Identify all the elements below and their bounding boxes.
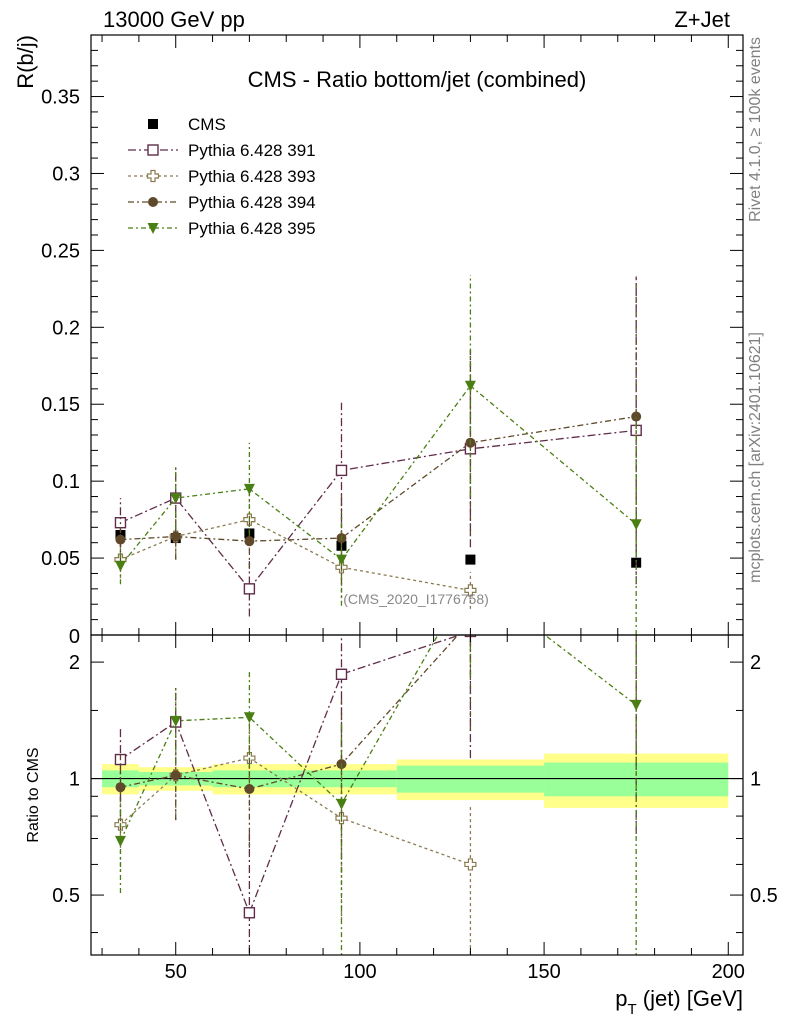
data-point — [244, 536, 255, 547]
series-cms — [115, 528, 642, 568]
ratio-series-pythia-6-428-395 — [114, 635, 642, 955]
ratio-axis-label: Ratio to CMS — [25, 747, 42, 842]
legend-label: Pythia 6.428 393 — [188, 167, 316, 186]
ratio-y-tick-label: 2 — [69, 652, 80, 674]
chart-title: CMS - Ratio bottom/jet (combined) — [248, 67, 587, 92]
data-point — [465, 554, 476, 565]
y-tick-label: 0.15 — [41, 394, 80, 416]
legend-label: Pythia 6.428 394 — [188, 193, 316, 212]
legend-marker — [147, 144, 159, 156]
legend-marker — [148, 119, 158, 129]
x-tick-label: 200 — [712, 961, 745, 983]
legend-marker — [146, 169, 160, 183]
series-pythia-6-428-395 — [114, 275, 642, 635]
legend: CMS Pythia 6.428 391 Pythia 6.428 393 Pythi… — [128, 115, 316, 238]
process-label: Z+Jet — [674, 7, 730, 32]
ratio-series-pythia-6-428-394 — [115, 616, 637, 873]
series-pythia-6-428-391 — [114, 276, 642, 617]
ratio-panel-frame — [90, 634, 744, 956]
data-point — [335, 554, 347, 566]
ratio-y-tick-label: 1 — [69, 769, 80, 791]
legend-marker — [147, 223, 159, 234]
y-tick-label: 0.25 — [41, 240, 80, 262]
ratio-point — [464, 858, 477, 871]
legend-entry-cms: CMS — [148, 115, 226, 134]
y-tick-label: 0.35 — [41, 87, 80, 109]
watermark-label: (CMS_2020_I1776758) — [343, 591, 489, 607]
data-point — [630, 519, 642, 531]
data-point — [114, 560, 126, 572]
legend-marker — [148, 197, 158, 207]
legend-entry-pythia-6-428-391: Pythia 6.428 391 — [128, 141, 316, 160]
data-point — [464, 584, 477, 597]
series-line — [119, 384, 637, 567]
data-point — [464, 380, 476, 392]
ratio-line — [120, 757, 471, 866]
data-point — [631, 411, 642, 422]
legend-entry-pythia-6-428-393: Pythia 6.428 393 — [128, 167, 316, 186]
ratio-y-tick-label-right: 0.5 — [750, 885, 778, 907]
y-tick-label: 0.3 — [52, 163, 80, 185]
y-zero-label: 0 — [69, 626, 80, 648]
y-tick-label: 0.1 — [52, 471, 80, 493]
legend-label: CMS — [188, 115, 226, 134]
ratio-line — [120, 635, 459, 790]
rivet-label: Rivet 4.1.0, ≥ 100k events — [747, 37, 764, 222]
ratio-y-tick-label-right: 1 — [750, 769, 761, 791]
x-tick-label: 100 — [343, 961, 376, 983]
ratio-point — [114, 835, 126, 847]
series-line — [120, 415, 637, 542]
ratio-point — [170, 715, 182, 727]
y-tick-label: 0.2 — [52, 317, 80, 339]
data-point — [115, 534, 126, 545]
y-axis-label: R(b/j) — [13, 35, 38, 89]
series-pythia-6-428-394 — [115, 278, 642, 585]
ratio-line — [119, 635, 637, 842]
legend-label: Pythia 6.428 391 — [188, 141, 316, 160]
x-tick-label: 50 — [165, 961, 187, 983]
legend-entry-pythia-6-428-395: Pythia 6.428 395 — [128, 219, 316, 238]
mcplots-label: mcplots.cern.ch [arXiv:2401.10621] — [747, 332, 764, 583]
ratio-series-pythia-6-428-393 — [114, 718, 477, 955]
ratio-line — [120, 635, 462, 915]
ratio-point — [170, 770, 181, 781]
ratio-point — [335, 668, 348, 680]
data-point — [243, 483, 255, 495]
legend-label: Pythia 6.428 395 — [188, 219, 316, 238]
ratio-point — [465, 616, 475, 626]
ratio-y-tick-label-right: 2 — [750, 652, 761, 674]
ratio-point — [244, 783, 255, 794]
data-point — [335, 464, 348, 477]
x-tick-label: 150 — [527, 961, 560, 983]
ratio-point — [115, 782, 126, 793]
main-panel: 0.05 0.1 0.15 0.2 0.25 0.3 0.35 CMS - Ratio bo… — [13, 34, 744, 648]
data-point — [170, 493, 182, 505]
ratio-y-tick-label: 0.5 — [52, 885, 80, 907]
series-line — [120, 429, 637, 590]
series-line — [120, 518, 471, 592]
ratio-panel: 0.5 0.5 1 1 2 2 50 100 150 200 Ratio to CMS — [25, 616, 778, 983]
ratio-point — [243, 907, 256, 919]
ratio-point — [630, 699, 642, 711]
ratio-point — [243, 712, 255, 724]
ratio-point — [335, 798, 347, 810]
data-point — [170, 531, 181, 542]
data-point — [243, 583, 256, 595]
x-axis-label: pT (jet) [GeV] — [615, 986, 743, 1018]
legend-entry-pythia-6-428-394: Pythia 6.428 394 — [128, 193, 316, 212]
energy-label: 13000 GeV pp — [103, 7, 245, 32]
y-tick-label: 0.05 — [41, 548, 80, 570]
